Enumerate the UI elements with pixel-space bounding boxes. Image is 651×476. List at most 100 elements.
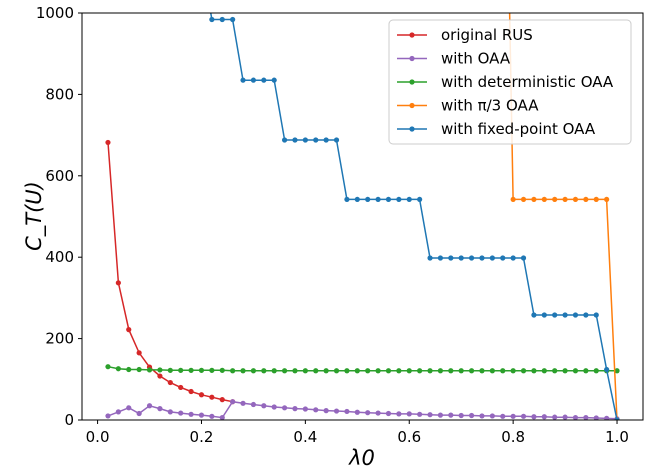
- data-point: [520, 413, 527, 419]
- data-point: [136, 410, 142, 417]
- data-point: [468, 368, 475, 374]
- data-point: [302, 406, 308, 412]
- data-point: [230, 368, 236, 374]
- data-point: [552, 414, 558, 420]
- data-point: [240, 400, 246, 406]
- data-point: [562, 414, 568, 420]
- series-layer: [105, 13, 620, 420]
- data-point: [562, 312, 568, 318]
- data-point: [188, 367, 194, 373]
- data-point: [354, 368, 360, 374]
- data-point: [531, 368, 537, 374]
- data-point: [240, 368, 246, 374]
- data-point: [126, 405, 132, 411]
- data-point: [583, 312, 589, 318]
- series-1: [105, 399, 620, 420]
- data-point: [417, 368, 423, 374]
- x-tick-label: 1.0: [605, 428, 629, 446]
- data-point: [572, 196, 579, 203]
- data-point: [313, 368, 319, 374]
- data-point: [396, 368, 402, 374]
- data-point: [209, 394, 215, 400]
- data-point: [396, 411, 402, 417]
- data-point: [604, 366, 610, 373]
- series-4: [209, 13, 620, 420]
- data-point: [614, 368, 620, 374]
- data-point: [230, 399, 236, 405]
- data-point: [261, 403, 267, 409]
- data-point: [219, 367, 225, 373]
- data-point: [333, 137, 340, 143]
- data-point: [583, 196, 589, 203]
- data-point: [146, 367, 153, 373]
- data-point: [406, 196, 412, 203]
- data-point: [572, 312, 579, 318]
- data-point: [219, 16, 225, 23]
- data-point: [209, 413, 215, 419]
- data-point: [188, 388, 194, 395]
- data-point: [219, 414, 225, 420]
- data-point: [593, 368, 599, 374]
- data-point: [365, 368, 371, 374]
- data-point: [105, 139, 111, 146]
- x-tick-label: 0.2: [190, 428, 214, 446]
- data-point: [396, 196, 402, 203]
- data-point: [479, 255, 485, 261]
- data-point: [448, 368, 454, 374]
- data-point: [323, 368, 329, 374]
- data-point: [427, 255, 433, 261]
- data-point: [365, 196, 371, 203]
- data-point: [167, 367, 173, 373]
- data-point: [178, 367, 184, 373]
- data-point: [417, 411, 423, 417]
- data-point: [292, 137, 298, 143]
- plot-frame: [81, 12, 644, 421]
- data-point: [385, 368, 392, 374]
- legend-label: with deterministic OAA: [441, 73, 614, 91]
- x-tick-label: 0.6: [397, 428, 421, 446]
- x-tick-label: 0.8: [501, 428, 525, 446]
- data-point: [385, 410, 392, 417]
- data-point: [167, 379, 173, 386]
- data-point: [375, 196, 381, 203]
- data-point: [271, 404, 277, 410]
- data-point: [240, 77, 246, 83]
- data-point: [281, 137, 288, 143]
- data-point: [136, 350, 142, 356]
- data-point: [323, 137, 329, 143]
- data-point: [126, 366, 132, 373]
- data-point: [323, 408, 329, 414]
- legend-label: original RUS: [441, 26, 533, 44]
- data-point: [105, 364, 111, 370]
- data-point: [541, 312, 547, 318]
- data-point: [458, 368, 464, 374]
- data-point: [458, 412, 464, 419]
- data-point: [427, 412, 433, 418]
- x-tick-label: 0.0: [86, 428, 110, 446]
- data-point: [209, 367, 215, 373]
- data-point: [510, 196, 516, 203]
- data-point: [178, 384, 184, 391]
- data-point: [115, 409, 121, 415]
- data-point: [365, 410, 371, 416]
- data-point: [271, 368, 277, 374]
- data-point: [313, 407, 319, 413]
- x-axis: 0.0 0.2 0.4 0.6 0.8 1.0: [86, 420, 629, 446]
- data-point: [593, 415, 599, 420]
- data-point: [157, 367, 163, 373]
- data-point: [406, 411, 412, 417]
- y-tick-label: 200: [45, 330, 74, 348]
- data-point: [437, 368, 444, 374]
- data-point: [541, 414, 547, 420]
- data-point: [510, 413, 516, 419]
- series-2: [105, 364, 620, 374]
- data-point: [261, 77, 267, 83]
- data-point: [333, 408, 340, 414]
- data-point: [375, 368, 381, 374]
- data-point: [167, 409, 173, 415]
- data-point: [489, 255, 495, 261]
- data-point: [178, 410, 184, 416]
- data-point: [344, 368, 350, 374]
- y-axis: 0 200 400 600 800 1000: [36, 4, 82, 429]
- data-point: [552, 196, 558, 203]
